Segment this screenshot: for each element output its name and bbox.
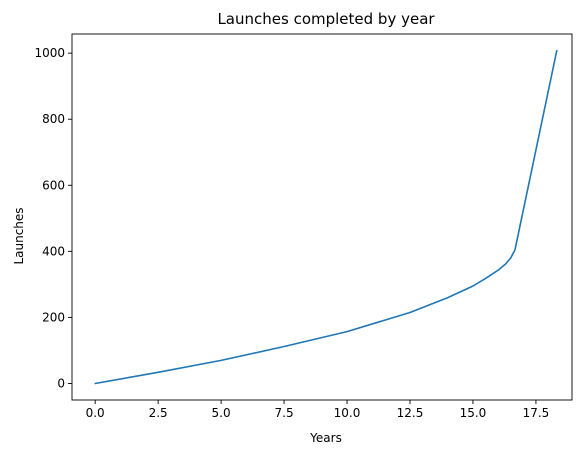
y-tick-label-3: 600 bbox=[42, 178, 65, 192]
x-tick-label-1: 2.5 bbox=[149, 406, 168, 420]
y-tick-label-5: 1000 bbox=[34, 46, 65, 60]
y-tick-label-0: 0 bbox=[57, 376, 65, 390]
y-axis-label: Launches bbox=[12, 207, 26, 264]
series-line-0 bbox=[94, 49, 558, 385]
y-tick-label-1: 200 bbox=[42, 310, 65, 324]
y-tick-label-2: 400 bbox=[42, 244, 65, 258]
x-tick-label-5: 12.5 bbox=[397, 406, 424, 420]
x-tick-label-0: 0.0 bbox=[86, 406, 105, 420]
x-axis-label: Years bbox=[309, 431, 342, 445]
x-tick-label-6: 15.0 bbox=[460, 406, 487, 420]
chart-title: Launches completed by year bbox=[217, 10, 435, 28]
x-tick-label-2: 5.0 bbox=[212, 406, 231, 420]
x-tick-label-3: 7.5 bbox=[275, 406, 294, 420]
y-tick-label-4: 800 bbox=[42, 112, 65, 126]
plot-area: 0.0 2.5 5.0 7.5 10.0 12.5 15.0 17.5 0 200 400 600 80… bbox=[34, 33, 573, 420]
x-tick-label-4: 10.0 bbox=[334, 406, 361, 420]
plot-frame bbox=[71, 33, 573, 401]
x-tick-label-7: 17.5 bbox=[523, 406, 550, 420]
